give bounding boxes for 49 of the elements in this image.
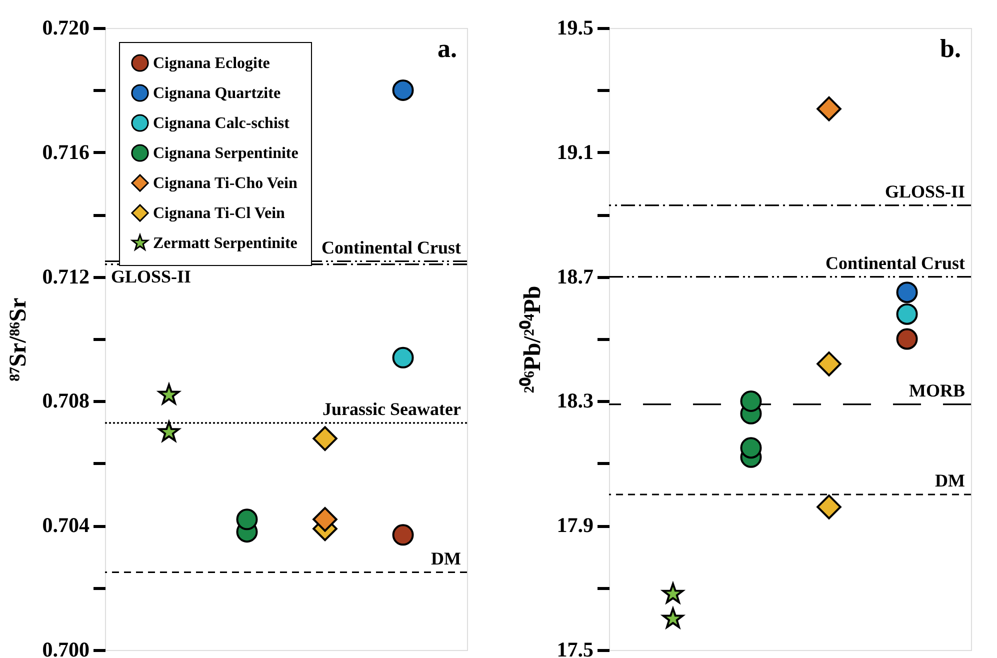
annotation: a. bbox=[438, 34, 457, 63]
point bbox=[816, 96, 842, 122]
legend-label: Zermatt Serpentinite bbox=[153, 235, 298, 252]
y-tick-label: 19.5 bbox=[556, 16, 594, 40]
y-tick-label: 0.712 bbox=[42, 264, 90, 288]
point bbox=[392, 524, 414, 546]
ref-line-label: GLOSS-II bbox=[111, 266, 192, 286]
legend-label: Cignana Ti-Cho Vein bbox=[153, 175, 298, 192]
legend-label: Cignana Quartzite bbox=[153, 85, 281, 102]
point bbox=[392, 79, 414, 101]
y-tick-label: 0.708 bbox=[42, 388, 90, 413]
point bbox=[158, 384, 180, 404]
point bbox=[662, 608, 684, 628]
point bbox=[816, 351, 842, 376]
y-tick-label: 0.700 bbox=[42, 638, 90, 658]
point bbox=[740, 390, 762, 412]
y-tick-label: 17.9 bbox=[556, 513, 594, 538]
ref-line-label: DM bbox=[935, 470, 965, 490]
legend-label: Cignana Ti-Cl Vein bbox=[153, 205, 286, 222]
legend-label: Cignana Serpentinite bbox=[153, 145, 298, 162]
point bbox=[236, 508, 258, 530]
y-axis-title: ²⁰⁶Pb/²⁰⁴Pb bbox=[518, 286, 546, 394]
point bbox=[896, 303, 918, 325]
y-tick-label: 18.3 bbox=[556, 388, 594, 413]
point bbox=[816, 494, 842, 520]
y-axis-title: ⁸⁷Sr/⁸⁶Sr bbox=[5, 297, 32, 382]
y-tick-label: 0.704 bbox=[42, 513, 90, 538]
point bbox=[740, 437, 762, 459]
ref-line-label: Jurassic Seawater bbox=[322, 398, 461, 419]
point bbox=[896, 328, 918, 350]
y-tick-label: 0.716 bbox=[42, 140, 90, 164]
point bbox=[896, 282, 918, 304]
y-tick-label: 18.7 bbox=[556, 264, 594, 288]
ref-line-label: Continental Crust bbox=[321, 237, 461, 258]
annotation: b. bbox=[940, 34, 961, 63]
point bbox=[662, 582, 684, 604]
ref-line-label: Continental Crust bbox=[825, 252, 965, 273]
point bbox=[392, 346, 414, 368]
legend-label: Cignana Calc-schist bbox=[153, 115, 290, 132]
point bbox=[312, 426, 338, 451]
y-tick-label: 19.1 bbox=[556, 140, 594, 164]
point bbox=[158, 421, 180, 442]
point bbox=[312, 506, 338, 532]
ref-line-label: MORB bbox=[909, 380, 965, 400]
ref-line-label: GLOSS-II bbox=[884, 181, 965, 202]
y-tick-label: 17.5 bbox=[556, 638, 594, 658]
y-tick-label: 0.720 bbox=[42, 16, 90, 40]
ref-line-label: DM bbox=[431, 548, 461, 568]
legend-label: Cignana Eclogite bbox=[153, 55, 270, 72]
